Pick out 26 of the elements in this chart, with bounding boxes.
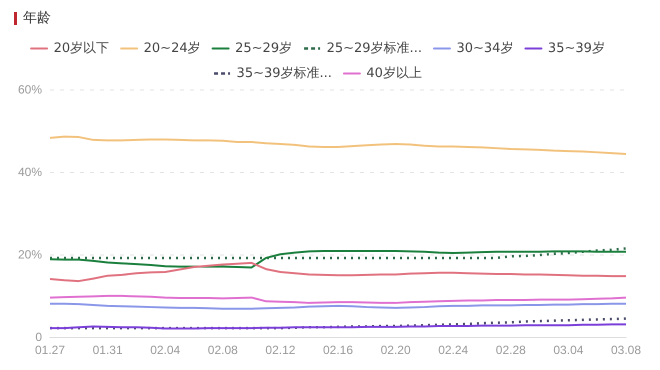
y-tick-label: 60% [18, 82, 42, 96]
x-tick-label: 01.31 [92, 343, 123, 358]
x-tick-label: 02.24 [438, 343, 469, 358]
y-tick-label: 0 [35, 330, 42, 344]
line-series [48, 317, 628, 330]
legend-label: 20~24岁 [144, 40, 201, 56]
x-tick-label: 02.12 [265, 343, 296, 358]
x-tick-label: 02.04 [150, 343, 181, 358]
line-series [48, 247, 628, 260]
x-tick-label: 03.04 [553, 343, 584, 358]
x-tick-label: 01.27 [35, 343, 66, 358]
x-tick-label: 02.28 [496, 343, 526, 358]
x-tick-label: 02.16 [322, 343, 354, 358]
chart-title: 年龄 [23, 9, 51, 27]
x-tick-label: 02.08 [208, 343, 238, 358]
legend-label: 25~29岁 [235, 40, 292, 56]
legend-label: 30~34岁 [456, 40, 514, 56]
y-tick-label: 40% [18, 164, 42, 179]
legend-label: 20岁以下 [54, 40, 110, 56]
legend-label: 35~39岁标准... [236, 66, 332, 81]
x-tick-label: 03.08 [610, 343, 642, 358]
legend-label: 40岁以上 [366, 66, 422, 81]
x-tick-label: 02.20 [380, 343, 411, 358]
legend-label: 35~39岁 [548, 40, 605, 56]
legend-label: 25~29岁标准... [326, 40, 422, 56]
y-tick-label: 20% [18, 247, 42, 262]
